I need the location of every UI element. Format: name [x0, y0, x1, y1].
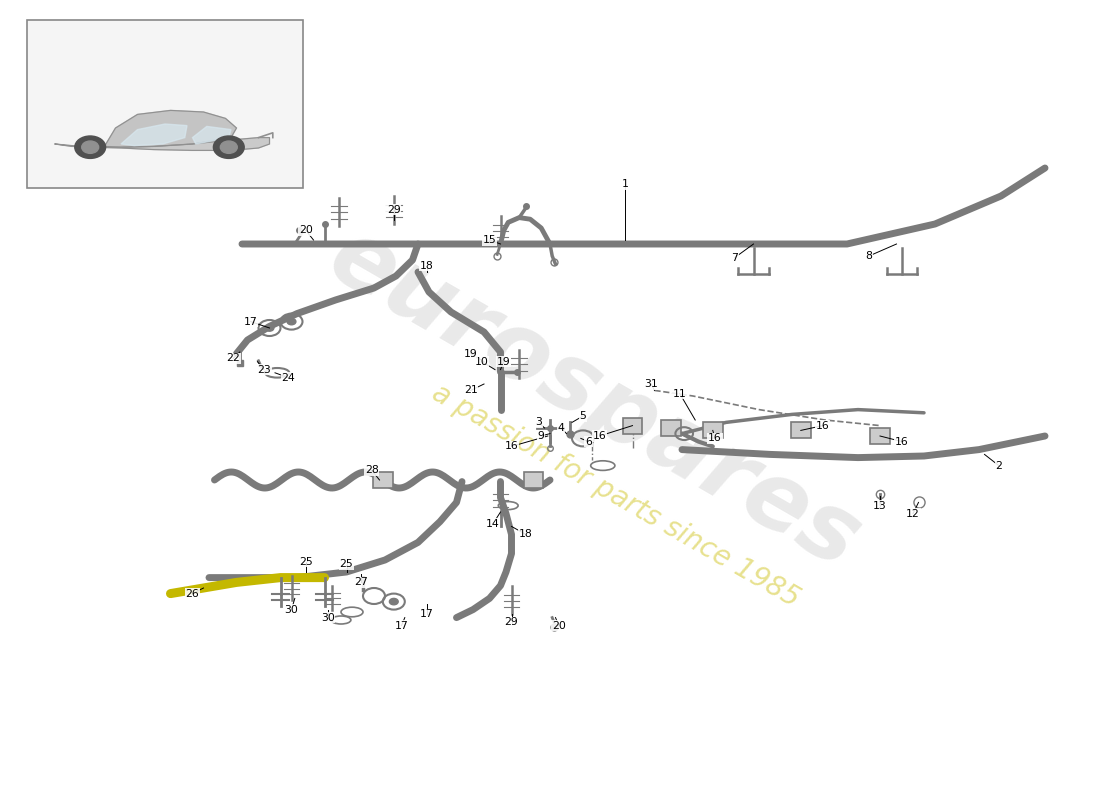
- Text: 15: 15: [483, 235, 496, 245]
- Circle shape: [75, 136, 106, 158]
- Text: eurospares: eurospares: [312, 210, 876, 590]
- Text: 8: 8: [866, 251, 872, 261]
- Text: 27: 27: [354, 578, 367, 587]
- Text: 23: 23: [257, 365, 271, 374]
- Bar: [870, 428, 890, 444]
- Bar: [661, 420, 681, 436]
- Bar: [373, 472, 393, 488]
- Circle shape: [265, 325, 274, 331]
- Circle shape: [81, 141, 99, 154]
- Text: 6: 6: [585, 437, 592, 446]
- Text: 7: 7: [732, 253, 738, 262]
- Text: 30: 30: [285, 605, 298, 614]
- Polygon shape: [55, 138, 270, 150]
- Text: 5: 5: [580, 411, 586, 421]
- Text: a passion for parts since 1985: a passion for parts since 1985: [427, 379, 805, 613]
- Text: 13: 13: [873, 501, 887, 510]
- Text: 29: 29: [387, 205, 400, 214]
- Text: 26: 26: [186, 589, 199, 598]
- Circle shape: [220, 141, 238, 154]
- Text: 25: 25: [299, 557, 312, 566]
- Text: 16: 16: [708, 434, 722, 443]
- Text: 17: 17: [244, 317, 257, 326]
- Text: 16: 16: [505, 442, 518, 451]
- Bar: [703, 422, 723, 438]
- Text: 19: 19: [464, 349, 477, 358]
- Text: 18: 18: [420, 261, 433, 270]
- Polygon shape: [192, 126, 231, 144]
- Text: 14: 14: [486, 519, 499, 529]
- Text: 2: 2: [996, 461, 1002, 470]
- Text: 17: 17: [420, 610, 433, 619]
- Polygon shape: [121, 124, 187, 146]
- Text: 17: 17: [395, 621, 408, 630]
- Text: 16: 16: [816, 421, 829, 430]
- FancyBboxPatch shape: [28, 20, 302, 188]
- Bar: [623, 418, 642, 434]
- Text: 12: 12: [906, 509, 920, 518]
- Text: 21: 21: [464, 386, 477, 395]
- Text: 1: 1: [621, 179, 628, 189]
- Bar: [524, 472, 543, 488]
- Text: 4: 4: [558, 423, 564, 433]
- Text: 29: 29: [505, 618, 518, 627]
- Circle shape: [287, 318, 296, 325]
- Circle shape: [389, 598, 398, 605]
- Text: 10: 10: [475, 357, 488, 366]
- Bar: [791, 422, 811, 438]
- Text: 9: 9: [538, 431, 544, 441]
- Text: 16: 16: [895, 437, 909, 446]
- Circle shape: [213, 136, 244, 158]
- Text: 11: 11: [673, 389, 686, 398]
- Text: 18: 18: [519, 530, 532, 539]
- Text: 30: 30: [321, 613, 334, 622]
- Text: 22: 22: [227, 354, 240, 363]
- Text: 20: 20: [552, 621, 565, 630]
- Text: 16: 16: [593, 431, 606, 441]
- Text: 24: 24: [282, 373, 295, 382]
- Text: 20: 20: [299, 226, 312, 235]
- Polygon shape: [104, 110, 236, 147]
- Text: 25: 25: [340, 559, 353, 569]
- Text: 3: 3: [536, 418, 542, 427]
- Text: 31: 31: [645, 379, 658, 389]
- Text: 19: 19: [497, 357, 510, 366]
- Text: 28: 28: [365, 466, 378, 475]
